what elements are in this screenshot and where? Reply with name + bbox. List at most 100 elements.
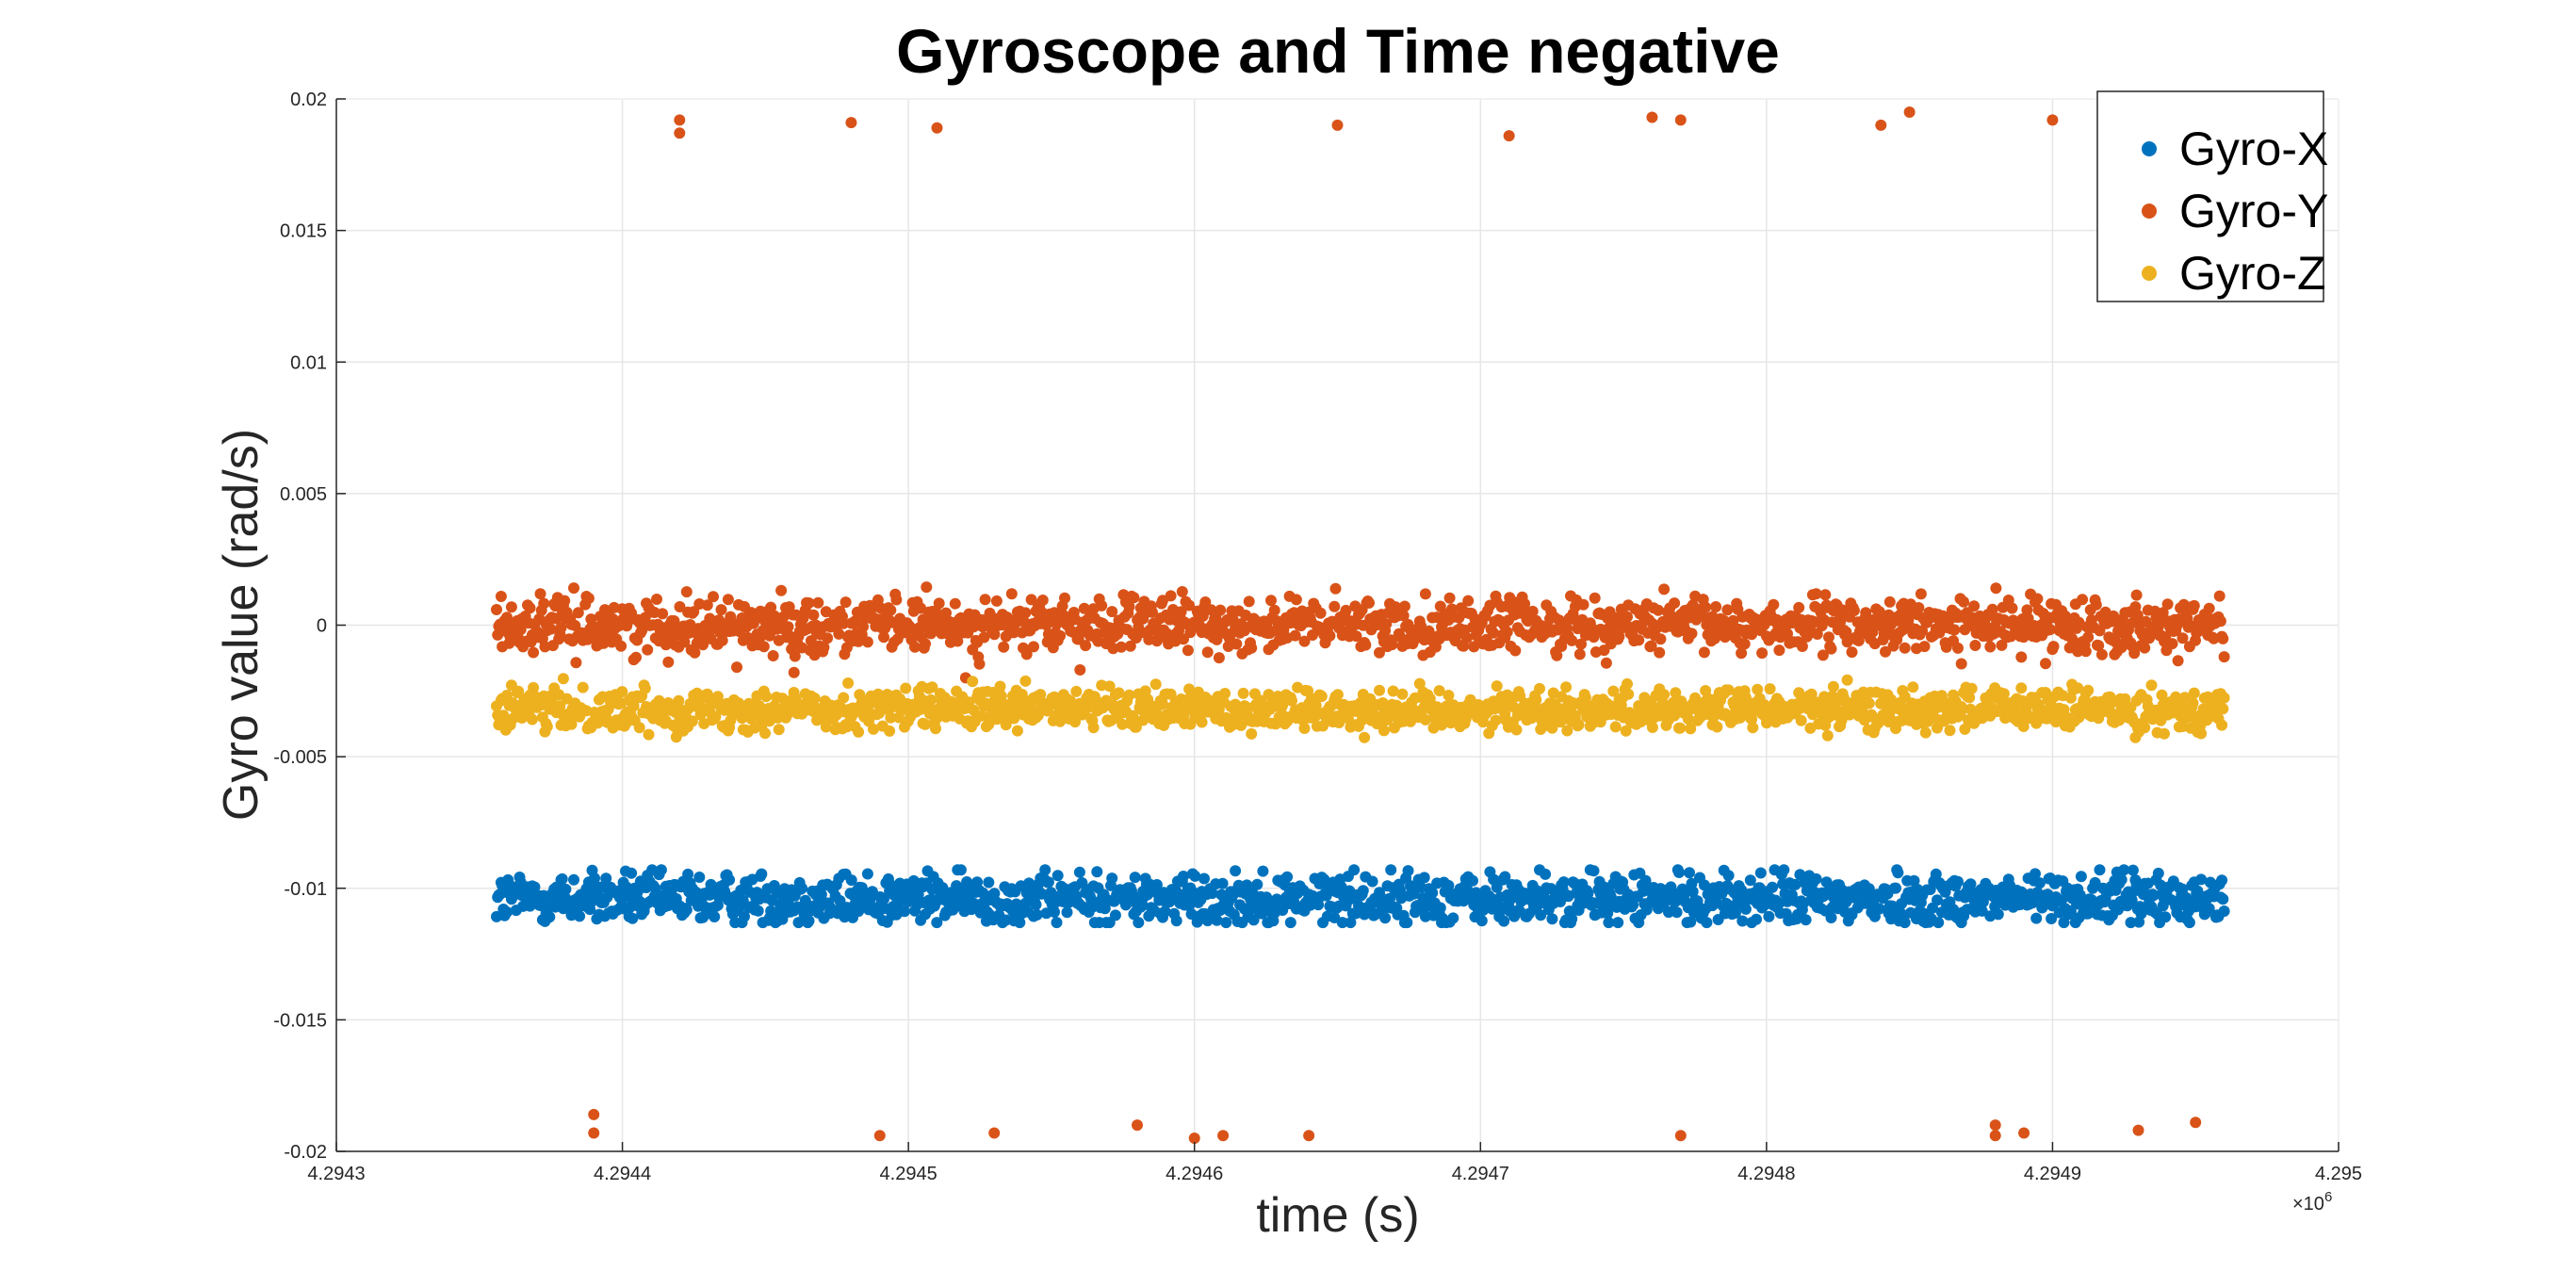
data-point <box>2047 641 2060 653</box>
data-point <box>1930 868 1942 880</box>
data-point <box>1128 592 1140 604</box>
data-point <box>1793 601 1805 613</box>
data-point <box>1918 641 1931 653</box>
data-point <box>528 646 540 659</box>
data-point <box>1096 599 1108 611</box>
data-point <box>1215 604 1227 616</box>
data-point <box>538 597 550 610</box>
data-point <box>878 631 889 644</box>
data-point <box>1178 633 1189 645</box>
y-tick-label: -0.01 <box>284 879 327 900</box>
data-point <box>2089 876 2101 889</box>
data-point <box>1443 690 1455 701</box>
data-point <box>1557 876 1570 889</box>
data-point <box>1397 610 1410 622</box>
data-point <box>1646 722 1658 733</box>
data-point <box>1674 722 1687 734</box>
data-point <box>1243 595 1255 608</box>
x-tick-label: 4.2947 <box>1452 1164 1509 1184</box>
data-point <box>808 693 821 704</box>
data-point <box>1394 631 1406 643</box>
outlier-point <box>674 127 686 139</box>
data-point <box>1915 588 1927 600</box>
data-point <box>1817 649 1829 661</box>
data-point <box>885 604 897 616</box>
data-point <box>1976 905 1988 917</box>
data-point <box>933 597 945 610</box>
data-point <box>803 915 815 927</box>
data-point <box>998 641 1010 653</box>
data-point <box>1490 714 1502 726</box>
data-point <box>849 615 861 628</box>
data-point <box>1164 896 1176 908</box>
data-point <box>615 640 628 652</box>
data-point <box>2203 903 2215 915</box>
data-point <box>1560 681 1573 693</box>
data-point <box>2094 625 2106 637</box>
data-point <box>1509 644 1522 657</box>
y-tick-labels: -0.02-0.015-0.01-0.00500.0050.010.0150.0… <box>273 90 346 1163</box>
data-point <box>2021 604 2033 616</box>
data-points <box>491 106 2230 1145</box>
data-point <box>1948 624 1961 636</box>
data-point <box>752 905 764 917</box>
data-point <box>1149 678 1162 691</box>
data-point <box>633 722 645 734</box>
data-point <box>1398 600 1410 612</box>
data-point <box>931 917 943 929</box>
data-point <box>988 628 1001 641</box>
data-point <box>2015 682 2028 694</box>
outlier-point <box>1303 1130 1315 1142</box>
data-point <box>1488 627 1500 639</box>
data-point <box>2126 894 2138 906</box>
data-point <box>1418 872 1430 884</box>
data-point <box>1251 878 1264 890</box>
data-point <box>1103 680 1116 693</box>
data-point <box>534 588 546 600</box>
data-point <box>1035 888 1048 900</box>
x-tick-label: 4.2946 <box>1166 1164 1223 1184</box>
data-point <box>1956 703 1968 715</box>
data-point <box>1622 688 1635 700</box>
data-point <box>2218 692 2230 704</box>
data-point <box>1498 915 1510 927</box>
data-point <box>2072 682 2084 694</box>
data-point <box>2217 893 2229 905</box>
data-point <box>1698 646 1710 659</box>
data-point <box>1385 864 1397 876</box>
data-point <box>1091 866 1103 878</box>
data-point <box>673 694 685 707</box>
chart-title: Gyroscope and Time negative <box>896 16 1780 86</box>
data-point <box>1600 657 1612 669</box>
data-point <box>1147 606 1158 618</box>
data-point <box>1433 685 1445 697</box>
data-point <box>1211 914 1223 926</box>
data-point <box>1237 687 1249 699</box>
data-point <box>1106 606 1118 618</box>
data-point <box>2218 651 2230 663</box>
data-point <box>1701 917 1713 929</box>
outlier-point <box>845 117 857 129</box>
data-point <box>1627 899 1639 911</box>
outlier-point <box>988 1127 1001 1139</box>
data-point <box>1054 629 1067 642</box>
data-point <box>2006 602 2018 614</box>
data-point <box>2030 868 2041 880</box>
data-point <box>1579 692 1591 704</box>
y-axis-label: Gyro value (rad/s) <box>214 429 269 821</box>
data-point <box>2125 917 2137 929</box>
data-point <box>544 911 556 923</box>
data-point <box>1366 875 1378 888</box>
data-point <box>1348 864 1361 876</box>
data-point <box>1129 872 1141 884</box>
data-point <box>642 644 654 656</box>
data-point <box>1070 685 1083 697</box>
data-point <box>626 867 638 879</box>
data-point <box>1789 878 1802 890</box>
data-point <box>1073 866 1085 878</box>
data-point <box>1059 592 1070 604</box>
data-point <box>2130 589 2143 601</box>
data-point <box>1199 596 1212 608</box>
data-point <box>1402 865 1414 877</box>
